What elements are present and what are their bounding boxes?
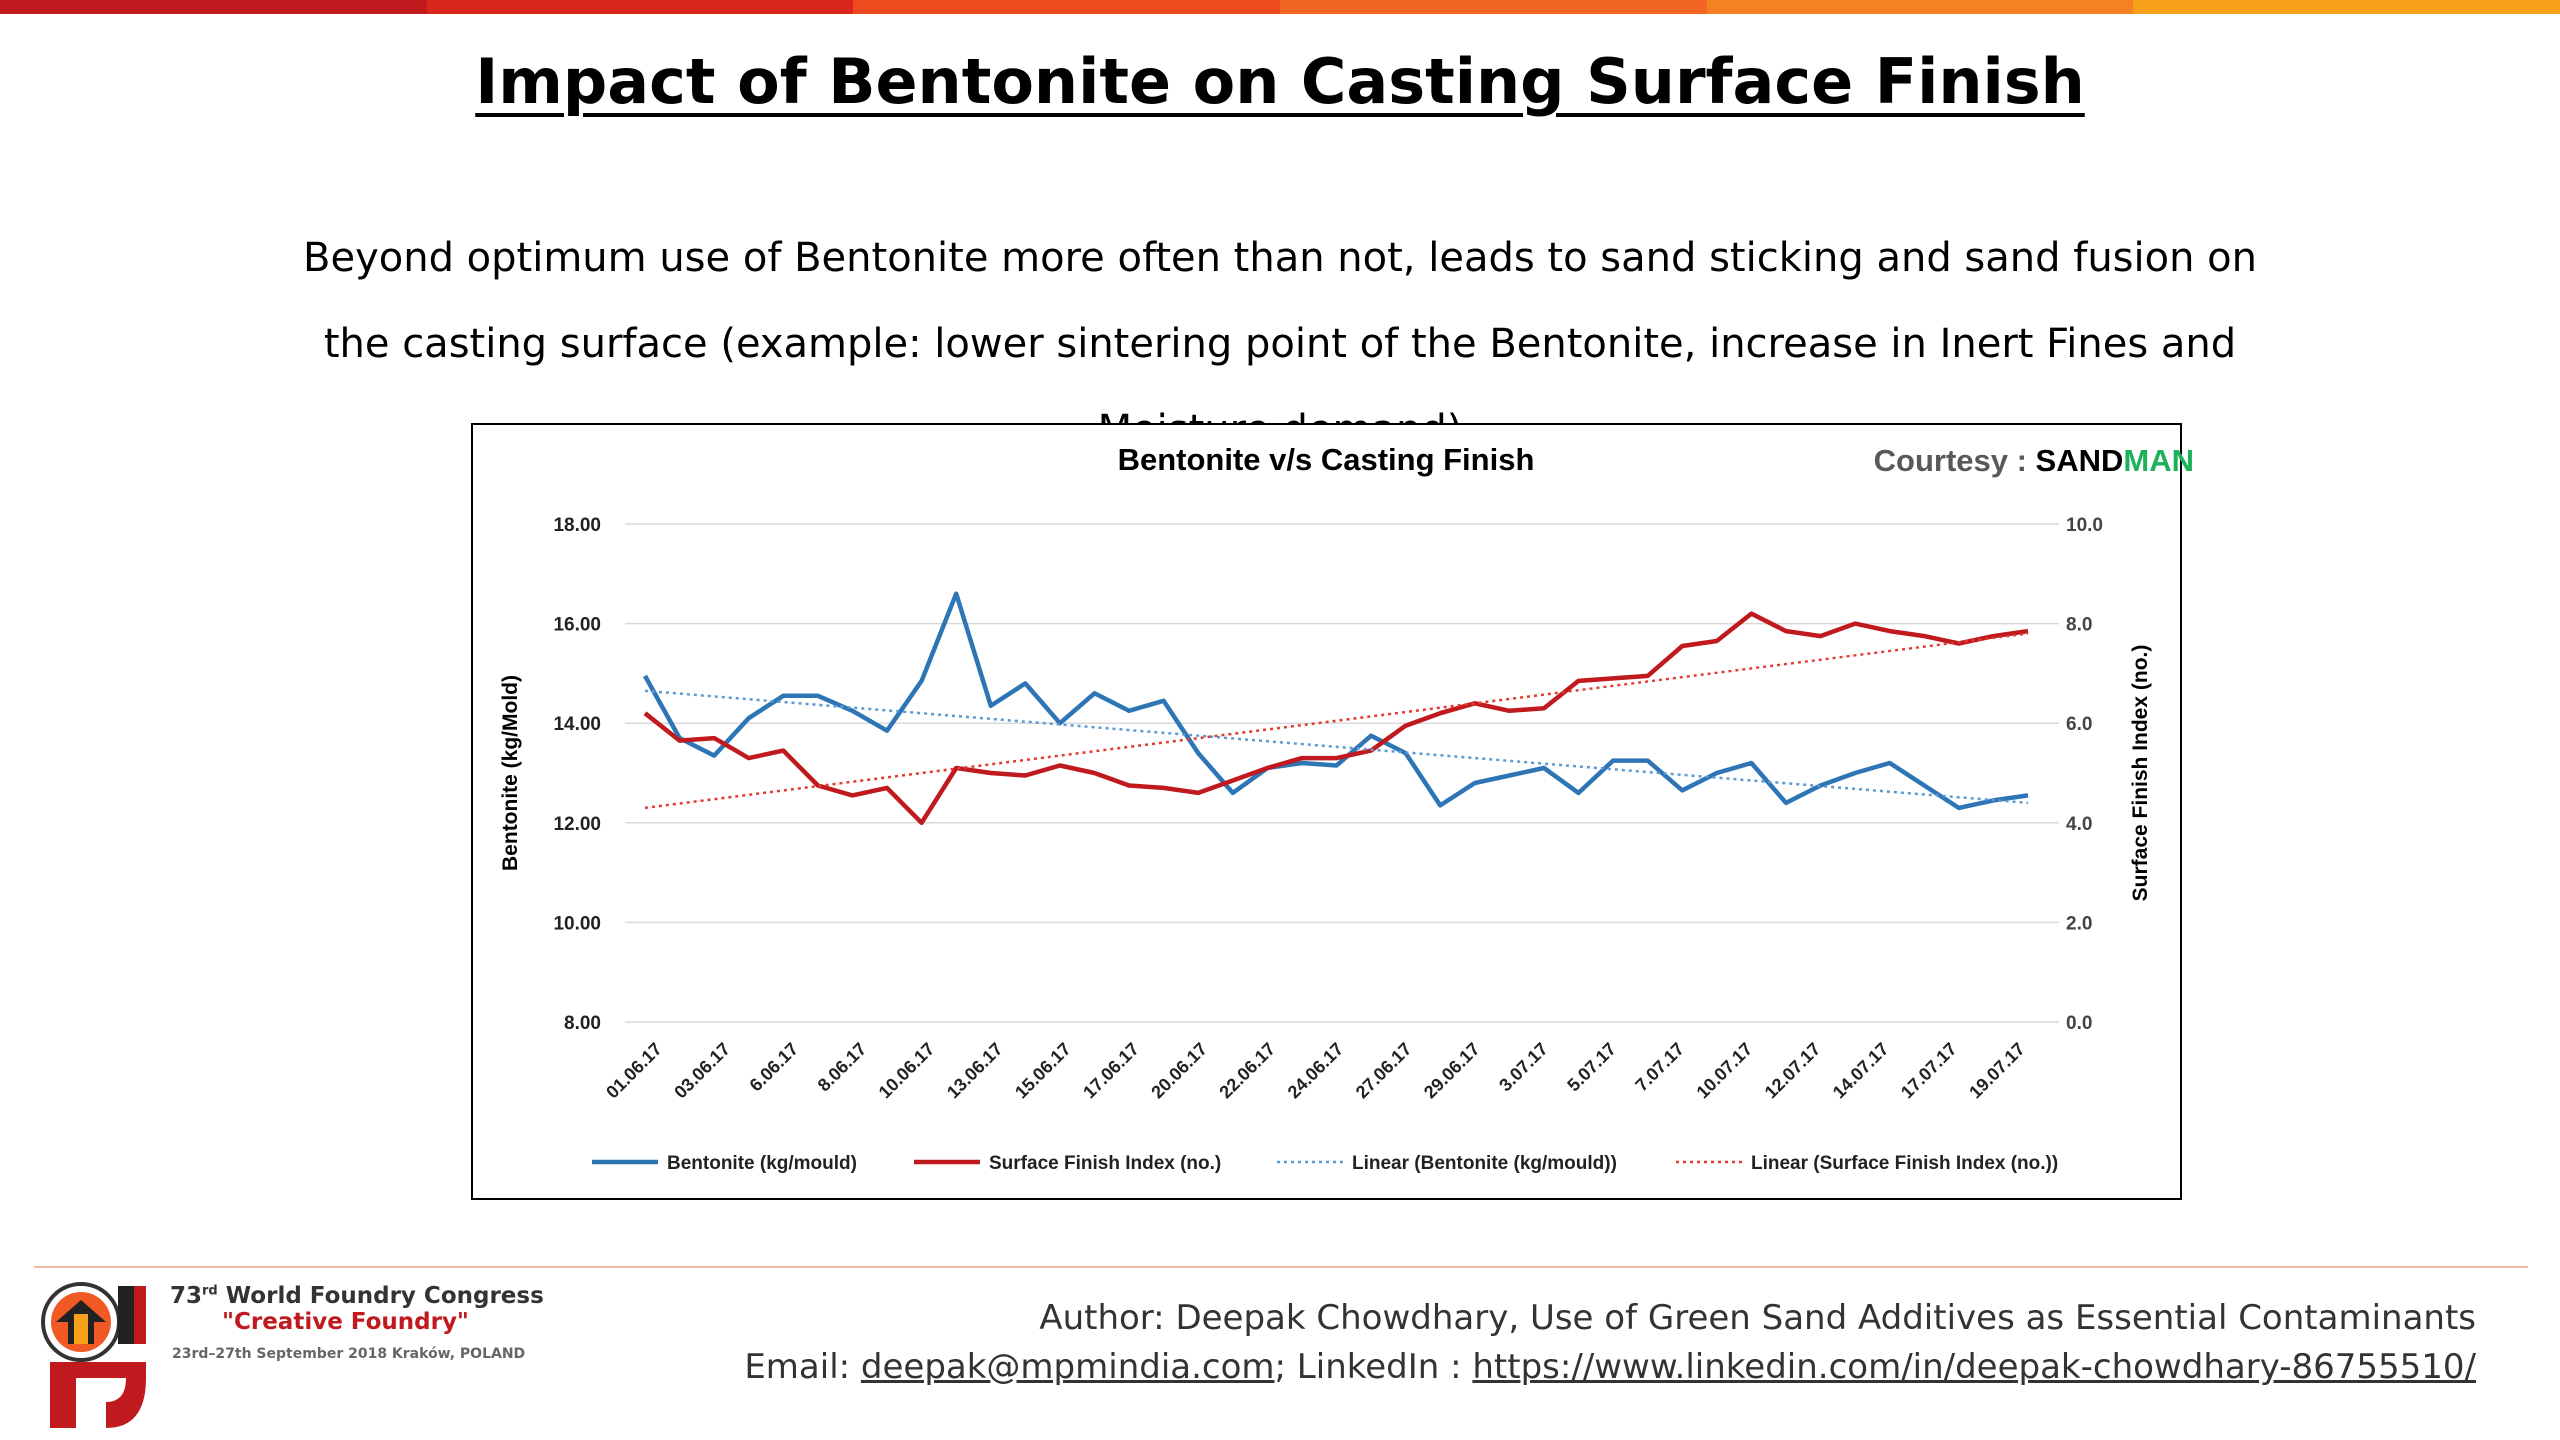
x-tick-label: 7.07.17 (1631, 1039, 1688, 1096)
y-tick-label: 8.00 (564, 1013, 601, 1034)
author-line: Author: Deepak Chowdhary, Use of Green S… (1039, 1298, 2476, 1338)
accent-segment (0, 0, 427, 14)
courtesy-prefix: Courtesy : (1873, 443, 2036, 478)
chart-container: Bentonite v/s Casting Finish 8.00 10.00 12.… (471, 423, 2194, 1200)
y2-tick-label: 0.0 (2066, 1013, 2092, 1034)
x-tick-label: 8.06.17 (814, 1039, 871, 1096)
slide-body-text: Beyond optimum use of Bentonite more oft… (303, 235, 2257, 425)
trend-line (644, 689, 2029, 805)
x-tick-label: 17.07.17 (1897, 1039, 1961, 1103)
linkedin-link[interactable]: https://www.linkedin.com/in/deepak-chowd… (1472, 1347, 2476, 1387)
legend-label: Surface Finish Index (no.) (989, 1153, 1221, 1174)
y-axis-title: Bentonite (kg/Mold) (499, 675, 522, 871)
legend-label: Linear (Surface Finish Index (no.)) (1751, 1153, 2058, 1174)
x-tick-label: 5.07.17 (1563, 1039, 1620, 1096)
y-tick-label: 10.00 (553, 913, 601, 934)
x-tick-label: 15.06.17 (1011, 1039, 1075, 1103)
y-tick-label: 12.00 (553, 814, 601, 835)
series-line (643, 591, 2029, 811)
courtesy-label: Courtesy : SANDMAN (1874, 443, 2194, 479)
legend-label: Linear (Bentonite (kg/mould)) (1352, 1153, 1617, 1174)
y2-tick-label: 6.0 (2066, 714, 2092, 735)
x-tick-label: 12.07.17 (1761, 1039, 1825, 1103)
email-link[interactable]: deepak@mpmindia.com (860, 1347, 1275, 1387)
x-tick-label: 24.06.17 (1284, 1039, 1348, 1103)
y-tick-label: 16.00 (553, 615, 601, 636)
slide-title: Impact of Bentonite on Casting Surface F… (475, 45, 2085, 118)
y2-tick-label: 10.0 (2066, 515, 2103, 536)
x-tick-label: 19.07.17 (1965, 1039, 2029, 1103)
contact-line: Email: deepak@mpmindia.com; LinkedIn : h… (744, 1347, 2476, 1387)
accent-segment (1706, 0, 2134, 14)
linkedin-label: ; LinkedIn : (1274, 1347, 1473, 1387)
legend-label: Bentonite (kg/mould) (667, 1153, 857, 1174)
congress-name: 73rd World Foundry Congress (170, 1283, 544, 1309)
x-tick-label: 17.06.17 (1079, 1039, 1143, 1103)
x-tick-label: 22.06.17 (1215, 1039, 1279, 1103)
congress-number: 73 (170, 1283, 203, 1309)
accent-segment (853, 0, 1281, 14)
email-label: Email: (744, 1347, 861, 1387)
x-tick-label: 29.06.17 (1420, 1039, 1484, 1103)
x-tick-label: 27.06.17 (1352, 1039, 1416, 1103)
bentonite-chart: Bentonite v/s Casting Finish 8.00 10.00 12.… (499, 442, 2152, 1174)
congress-title: World Foundry Congress (225, 1283, 544, 1309)
x-tick-label: 6.06.17 (746, 1039, 803, 1096)
y2-tick-label: 8.0 (2066, 615, 2092, 636)
congress-dates: 23rd–27th September 2018 Kraków, POLAND (172, 1346, 526, 1362)
accent-bar (0, 0, 2560, 14)
x-tick-label: 10.07.17 (1693, 1039, 1757, 1103)
series-line (643, 611, 2029, 826)
accent-segment (426, 0, 854, 14)
brand-sand: SAND (2035, 443, 2124, 478)
congress-slogan: "Creative Foundry" (222, 1309, 469, 1335)
y2-axis-title: Surface Finish Index (no.) (2129, 645, 2152, 902)
brand-man: MAN (2123, 443, 2194, 478)
accent-segment (2133, 0, 2560, 14)
x-tick-label: 01.06.17 (602, 1039, 666, 1103)
wfc-logo-icon (41, 1282, 146, 1428)
x-tick-label: 3.07.17 (1495, 1039, 1552, 1096)
x-tick-label: 13.06.17 (943, 1039, 1007, 1103)
chart-title: Bentonite v/s Casting Finish (1118, 442, 1535, 477)
y2-tick-label: 4.0 (2066, 814, 2092, 835)
x-tick-label: 10.06.17 (875, 1039, 939, 1103)
accent-segment (1280, 0, 1707, 14)
x-tick-label: 03.06.17 (670, 1039, 734, 1103)
congress-ordinal: rd (202, 1283, 218, 1299)
x-tick-label: 20.06.17 (1147, 1039, 1211, 1103)
y-tick-label: 18.00 (553, 515, 601, 536)
y2-tick-label: 2.0 (2066, 913, 2092, 934)
trend-line (644, 632, 2029, 810)
x-tick-label: 14.07.17 (1829, 1039, 1893, 1103)
footer-divider (34, 1266, 2528, 1268)
y-tick-label: 14.00 (553, 714, 601, 735)
